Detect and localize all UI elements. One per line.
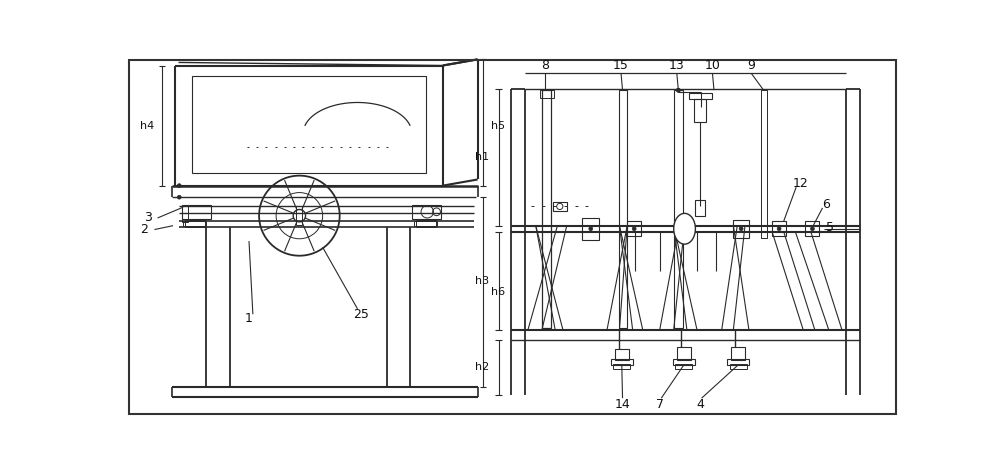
Bar	[673, 359, 695, 365]
Text: 4: 4	[696, 398, 704, 411]
Text: h1: h1	[475, 152, 489, 162]
Text: 1: 1	[245, 311, 253, 325]
Circle shape	[632, 227, 636, 231]
Bar	[540, 90, 554, 98]
Bar	[615, 349, 629, 361]
Bar	[695, 200, 705, 216]
Bar	[733, 219, 749, 238]
Bar	[183, 221, 206, 227]
Text: h3: h3	[475, 276, 489, 286]
Bar	[674, 90, 683, 328]
Text: 12: 12	[793, 177, 809, 190]
Text: 2: 2	[140, 223, 148, 236]
Text: h6: h6	[491, 287, 505, 297]
Text: 9: 9	[747, 59, 755, 72]
Circle shape	[777, 227, 781, 231]
Circle shape	[177, 184, 181, 188]
Circle shape	[589, 227, 593, 231]
Bar	[694, 99, 706, 122]
Text: 13: 13	[669, 59, 685, 72]
Bar	[619, 90, 627, 328]
Bar	[296, 206, 302, 225]
Text: 6: 6	[822, 197, 830, 211]
Bar	[611, 359, 633, 365]
Text: h4: h4	[140, 121, 154, 130]
Bar	[412, 205, 441, 219]
Bar	[182, 205, 211, 219]
Bar	[689, 93, 712, 99]
Bar	[542, 90, 551, 328]
Bar	[185, 219, 205, 227]
Text: 15: 15	[613, 59, 629, 72]
Bar	[192, 76, 426, 174]
Bar	[772, 221, 786, 236]
Bar	[677, 347, 691, 361]
Bar	[761, 90, 767, 238]
Bar	[414, 221, 437, 227]
Bar	[727, 359, 749, 365]
Circle shape	[676, 88, 680, 92]
Text: 3: 3	[144, 212, 152, 225]
Text: h2: h2	[475, 363, 489, 372]
Text: 8: 8	[541, 59, 549, 72]
Text: 14: 14	[615, 398, 630, 411]
Circle shape	[177, 195, 181, 199]
Circle shape	[810, 227, 814, 231]
Bar	[731, 347, 745, 361]
Bar	[613, 363, 630, 369]
Text: h5: h5	[491, 121, 505, 130]
Bar	[805, 221, 819, 236]
Bar	[553, 202, 567, 211]
Circle shape	[676, 88, 680, 92]
Circle shape	[739, 227, 743, 231]
Circle shape	[683, 227, 686, 231]
Text: 25: 25	[353, 308, 369, 321]
Bar	[182, 206, 188, 222]
Text: 10: 10	[705, 59, 720, 72]
Text: 7: 7	[656, 398, 664, 411]
Text: 5: 5	[826, 221, 834, 234]
Bar	[730, 363, 747, 369]
Bar	[675, 363, 692, 369]
Bar	[416, 219, 436, 227]
Ellipse shape	[674, 213, 695, 244]
Bar	[582, 218, 599, 240]
Bar	[627, 221, 641, 236]
